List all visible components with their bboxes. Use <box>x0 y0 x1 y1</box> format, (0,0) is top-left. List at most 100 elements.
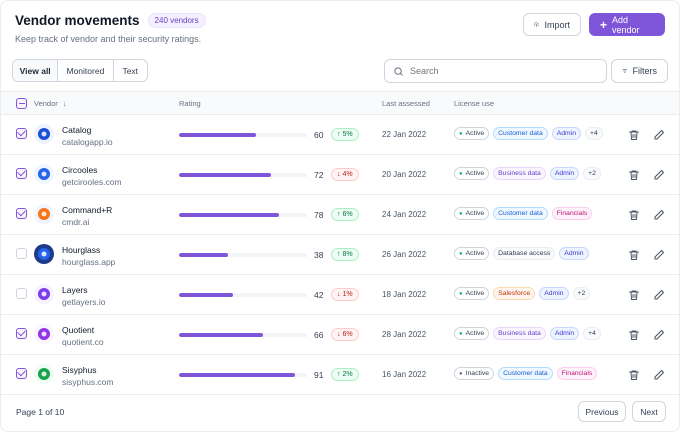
rating-value: 66 <box>314 330 324 340</box>
tab-view-all[interactable]: View all <box>13 60 59 81</box>
vendor-logo <box>34 164 54 184</box>
delete-icon[interactable] <box>628 288 640 300</box>
delete-icon[interactable] <box>628 128 640 140</box>
search-input[interactable] <box>410 66 590 76</box>
rating-change-badge: ↑ 8% <box>331 248 359 261</box>
last-assessed-date: 26 Jan 2022 <box>382 250 427 259</box>
license-tag: Admin <box>549 167 580 180</box>
license-tag: Financials <box>556 367 598 380</box>
rating-bar-fill <box>179 133 256 137</box>
edit-icon[interactable] <box>653 248 665 260</box>
next-button[interactable]: Next <box>632 401 666 422</box>
last-assessed-date: 18 Jan 2022 <box>382 290 427 299</box>
card-header: Vendor movements 240 vendors Keep track … <box>15 13 665 47</box>
rating-change-value: 6% <box>342 211 353 218</box>
arrow-down-icon: ↓ <box>62 99 67 108</box>
view-segmented-control: View all Monitored Text <box>12 59 148 82</box>
license-tag: Salesforce <box>493 287 536 300</box>
last-assessed-date: 22 Jan 2022 <box>382 130 427 139</box>
add-vendor-button[interactable]: + Add vendor <box>589 13 665 36</box>
table-row: Command+R cmdr.ai 78 ↑ 6% 24 Jan 2022 Ac… <box>1 195 679 235</box>
rating-bar <box>179 213 307 217</box>
cloud-upload-icon <box>534 22 540 27</box>
vendor-domain: cmdr.ai <box>62 217 90 227</box>
delete-icon[interactable] <box>628 328 640 340</box>
rating-change-badge: ↑ 5% <box>331 128 359 141</box>
rating-change-badge: ↓ 6% <box>331 328 359 341</box>
select-all-checkbox[interactable] <box>16 98 27 109</box>
vendor-logo <box>34 204 54 224</box>
arrow-up-icon: ↑ <box>337 251 341 258</box>
license-tag: Customer data <box>493 127 548 140</box>
row-checkbox[interactable] <box>16 208 27 219</box>
license-tag: Business data <box>493 327 546 340</box>
edit-icon[interactable] <box>653 368 665 380</box>
license-tag: Customer data <box>493 207 548 220</box>
edit-icon[interactable] <box>653 328 665 340</box>
add-vendor-label: Add vendor <box>612 14 640 35</box>
search-icon <box>394 66 403 76</box>
rating-change-value: 1% <box>342 291 353 298</box>
filters-label: Filters <box>632 66 658 76</box>
license-tag: +2 <box>572 287 591 300</box>
row-checkbox[interactable] <box>16 248 27 259</box>
table-row: Circooles getcirooles.com 72 ↓ 4% 20 Jan… <box>1 155 679 195</box>
license-tag: Active <box>454 287 490 300</box>
license-tag: Inactive <box>454 367 495 380</box>
import-button[interactable]: Import <box>523 13 581 36</box>
rating-value: 91 <box>314 370 324 380</box>
delete-icon[interactable] <box>628 208 640 220</box>
row-checkbox[interactable] <box>16 168 27 179</box>
arrow-up-icon: ↑ <box>337 211 341 218</box>
license-tag: Customer data <box>498 367 553 380</box>
row-checkbox[interactable] <box>16 128 27 139</box>
filters-button[interactable]: Filters <box>611 59 668 83</box>
last-assessed-date: 28 Jan 2022 <box>382 330 427 339</box>
rating-change-badge: ↓ 1% <box>331 288 359 301</box>
row-checkbox[interactable] <box>16 288 27 299</box>
tab-text[interactable]: Text <box>122 65 139 76</box>
page-subtitle: Keep track of vendor and their security … <box>15 34 202 44</box>
license-tag: +2 <box>583 167 601 180</box>
col-rating: Rating <box>179 99 201 108</box>
last-assessed-date: 16 Jan 2022 <box>382 370 427 379</box>
rating-change-value: 4% <box>342 171 353 178</box>
vendor-domain: sisyphus.com <box>62 377 114 387</box>
vendor-name: Hourglass <box>62 245 101 255</box>
row-checkbox[interactable] <box>16 368 27 379</box>
plus-icon: + <box>600 17 608 32</box>
edit-icon[interactable] <box>653 288 665 300</box>
col-vendor[interactable]: Vendor ↓ <box>34 99 67 108</box>
delete-icon[interactable] <box>628 368 640 380</box>
tab-monitored[interactable]: Monitored <box>58 60 114 81</box>
row-checkbox[interactable] <box>16 328 27 339</box>
search-box[interactable] <box>384 59 607 83</box>
last-assessed-date: 20 Jan 2022 <box>382 170 427 179</box>
license-tag: +4 <box>583 327 601 340</box>
vendor-logo <box>34 124 54 144</box>
rating-change-badge: ↓ 4% <box>331 168 359 181</box>
rating-bar-fill <box>179 333 263 337</box>
edit-icon[interactable] <box>653 208 665 220</box>
rating-change-badge: ↑ 6% <box>331 208 359 221</box>
license-tag: Admin <box>559 247 589 260</box>
arrow-down-icon: ↓ <box>337 291 341 298</box>
license-tag: Admin <box>539 287 569 300</box>
license-tag: Admin <box>549 327 580 340</box>
last-assessed-date: 24 Jan 2022 <box>382 210 427 219</box>
previous-button[interactable]: Previous <box>578 401 626 422</box>
edit-icon[interactable] <box>653 128 665 140</box>
delete-icon[interactable] <box>628 168 640 180</box>
delete-icon[interactable] <box>628 248 640 260</box>
vendor-count-badge: 240 vendors <box>147 13 206 28</box>
table-header: Vendor ↓ Rating Last assessed License us… <box>1 91 679 115</box>
rating-change-value: 8% <box>342 251 353 258</box>
edit-icon[interactable] <box>653 168 665 180</box>
vendor-domain: quotient.co <box>62 337 104 347</box>
vendor-name: Layers <box>62 285 88 295</box>
license-tag: Active <box>454 327 490 340</box>
